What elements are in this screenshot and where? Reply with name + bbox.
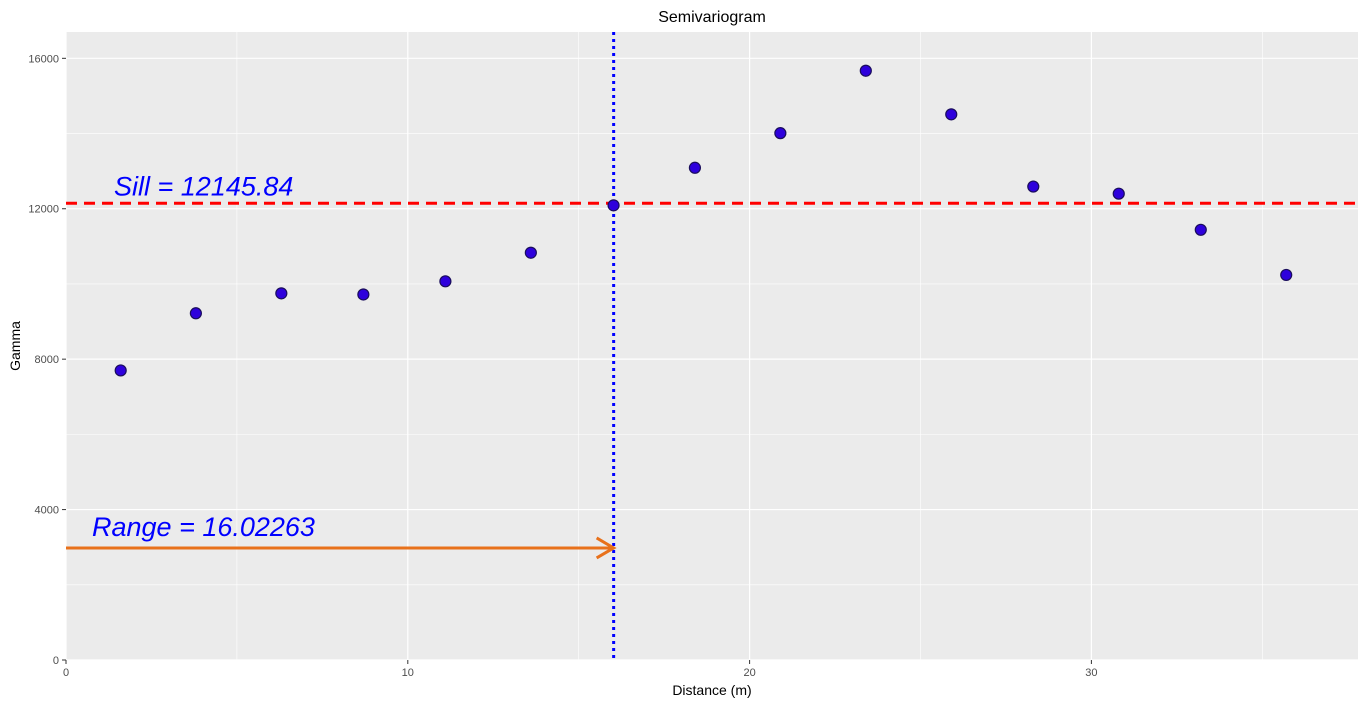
x-tick-label: 0 [63,667,69,679]
data-point [859,64,872,77]
sill-annotation: Sill = 12145.84 [114,171,293,201]
y-tick-label: 8000 [35,354,59,366]
data-point [275,287,288,300]
data-point [945,108,958,121]
data-point [1112,187,1125,200]
data-point [1027,180,1040,193]
y-tick-label: 0 [53,655,59,667]
data-point [524,246,537,259]
data-point [607,199,620,212]
chart-title: Semivariogram [658,9,766,26]
x-axis-title: Distance (m) [672,682,751,698]
data-points [114,64,1293,377]
x-tick-label: 10 [402,667,414,679]
range-arrow-head [595,536,617,560]
data-point [774,127,787,140]
y-tick-label: 12000 [28,204,59,216]
data-point [688,161,702,174]
x-tick-label: 30 [1085,667,1097,679]
annotations: Sill = 12145.84 Range = 16.02263 [92,171,315,542]
minor-gridlines [66,32,1358,660]
y-tick-label: 16000 [28,53,59,65]
y-axis-title: Gamma [7,321,23,371]
range-annotation: Range = 16.02263 [92,512,315,542]
data-point [357,288,370,301]
x-tick-label: 20 [743,667,755,679]
range-arrow-layer [66,536,617,560]
y-axis: 0 4000 8000 12000 16000 [28,53,66,667]
data-point [189,307,202,320]
y-tick-label: 4000 [35,505,59,517]
data-point [114,364,127,377]
data-point [1194,223,1207,236]
data-point [1280,268,1293,282]
plot-panel [66,32,1358,660]
data-point [439,275,452,288]
major-gridlines [65,32,1358,661]
x-axis: 0 10 20 30 [63,660,1098,679]
